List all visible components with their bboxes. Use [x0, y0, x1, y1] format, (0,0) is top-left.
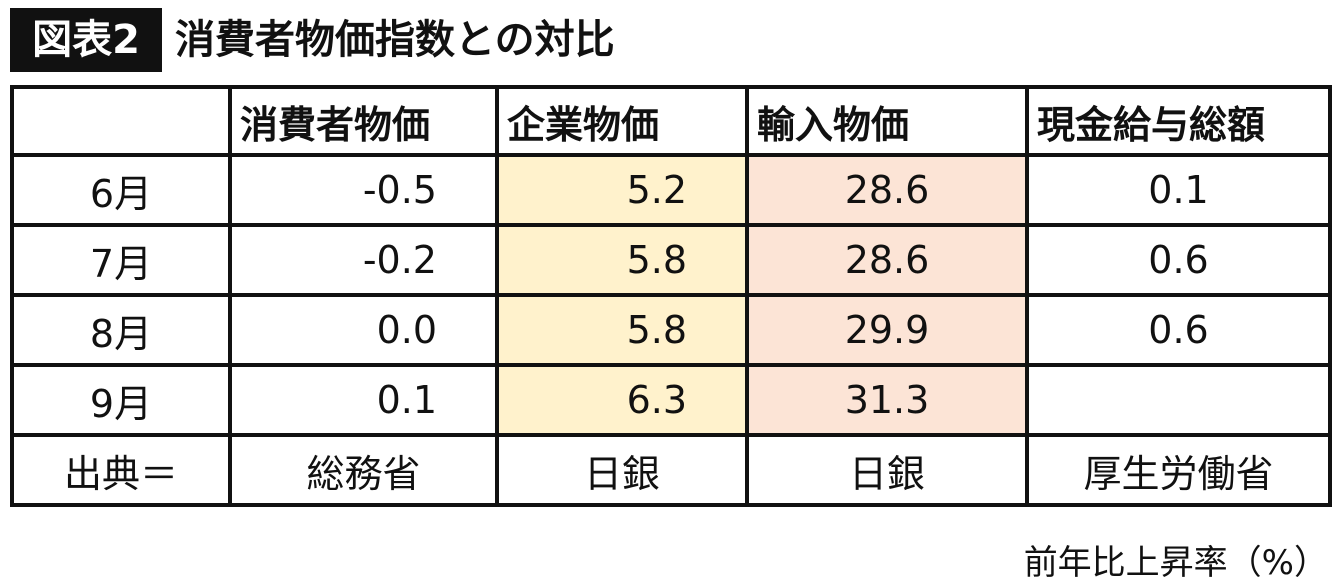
page-title: 消費者物価指数との対比	[175, 17, 615, 63]
month-cell: 8月	[10, 293, 232, 367]
cpi-cell: -0.2	[228, 223, 499, 297]
corporate-cell: 6.3	[495, 363, 749, 437]
figure-badge: 図表2	[10, 8, 162, 72]
month-cell: 7月	[10, 223, 232, 297]
corporate-cell: 5.2	[495, 153, 749, 227]
cpi-cell: 0.1	[228, 363, 499, 437]
source-cell: 総務省	[228, 433, 499, 507]
import-cell: 29.9	[745, 293, 1029, 367]
header-corporate: 企業物価	[495, 85, 749, 157]
header-wages: 現金給与総額	[1025, 85, 1332, 157]
table-row: 6月 -0.5 5.2 28.6 0.1	[10, 153, 1332, 227]
wages-cell: 0.6	[1025, 293, 1332, 367]
cpi-cell: -0.5	[228, 153, 499, 227]
wages-cell: 0.6	[1025, 223, 1332, 297]
import-cell: 28.6	[745, 153, 1029, 227]
table-row: 7月 -0.2 5.8 28.6 0.6	[10, 223, 1332, 297]
wages-cell	[1025, 363, 1332, 437]
source-cell: 出典＝	[10, 433, 232, 507]
cpi-cell: 0.0	[228, 293, 499, 367]
wages-cell: 0.1	[1025, 153, 1332, 227]
import-cell: 28.6	[745, 223, 1029, 297]
table-row: 9月 0.1 6.3 31.3	[10, 363, 1332, 437]
header-import: 輸入物価	[745, 85, 1029, 157]
source-cell: 日銀	[495, 433, 749, 507]
header-row: 消費者物価 企業物価 輸入物価 現金給与総額	[10, 85, 1332, 157]
corporate-cell: 5.8	[495, 223, 749, 297]
month-cell: 9月	[10, 363, 232, 437]
month-cell: 6月	[10, 153, 232, 227]
unit-note: 前年比上昇率（%）	[1023, 543, 1328, 583]
comparison-table: 消費者物価 企業物価 輸入物価 現金給与総額 6月 -0.5 5.2 28.6 0.1 7…	[10, 85, 1332, 507]
import-cell: 31.3	[745, 363, 1029, 437]
corporate-cell: 5.8	[495, 293, 749, 367]
table-row: 8月 0.0 5.8 29.9 0.6	[10, 293, 1332, 367]
header-cell	[10, 85, 232, 157]
source-cell: 日銀	[745, 433, 1029, 507]
source-cell: 厚生労働省	[1025, 433, 1332, 507]
source-row: 出典＝ 総務省 日銀 日銀 厚生労働省	[10, 433, 1332, 507]
header-cpi: 消費者物価	[228, 85, 499, 157]
